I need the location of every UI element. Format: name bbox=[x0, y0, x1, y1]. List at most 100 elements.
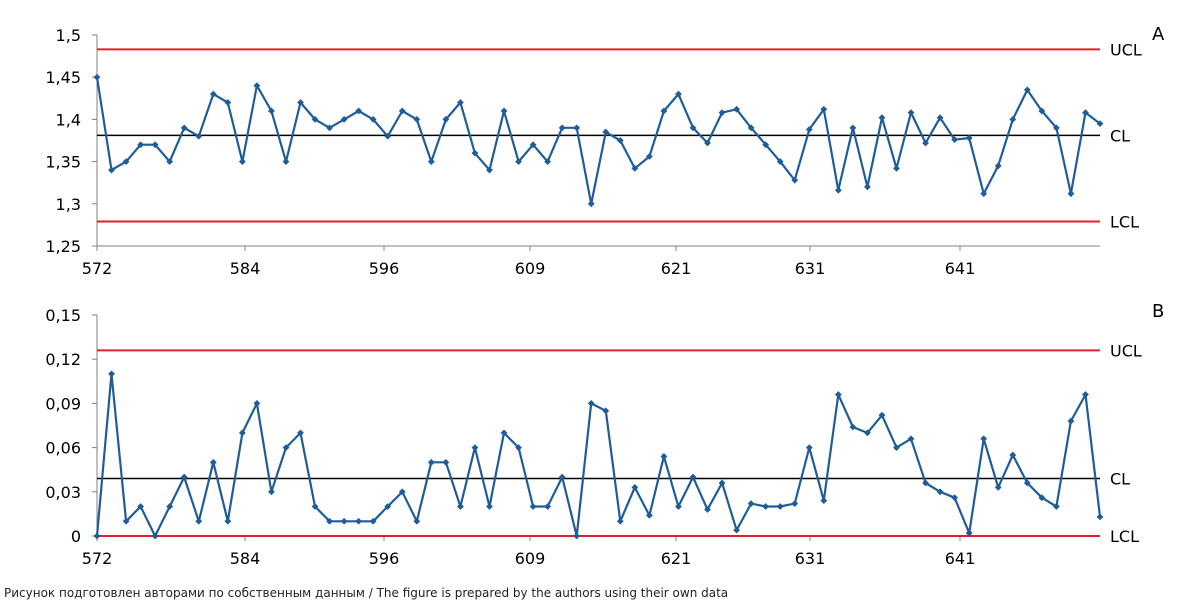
data-point bbox=[180, 473, 188, 481]
data-point bbox=[907, 435, 915, 443]
control-charts: 1,25 1,3 1,35 1,4 1,45 1,5 572 584 596 609 621 631 6… bbox=[45, 24, 1165, 568]
data-point bbox=[471, 444, 479, 451]
data-point bbox=[1038, 107, 1046, 115]
data-point bbox=[398, 488, 406, 496]
data-point bbox=[864, 429, 871, 437]
x-tick-label: 641 bbox=[945, 259, 976, 278]
data-point bbox=[936, 488, 944, 496]
y-tick-label: 0,15 bbox=[45, 306, 81, 325]
data-point bbox=[893, 444, 900, 451]
data-point bbox=[122, 517, 130, 525]
data-point bbox=[326, 517, 333, 525]
data-point bbox=[529, 141, 537, 149]
y-tick-label: 1,45 bbox=[45, 68, 81, 87]
data-point bbox=[660, 453, 668, 460]
data-point bbox=[195, 517, 203, 525]
x-tick-label: 572 bbox=[82, 549, 113, 568]
data-point bbox=[718, 109, 726, 117]
x-tick-label: 596 bbox=[369, 549, 400, 568]
data-point bbox=[834, 186, 842, 194]
data-point bbox=[587, 400, 595, 407]
data-point bbox=[413, 517, 421, 525]
data-point bbox=[776, 158, 784, 165]
x-tick-label: 641 bbox=[945, 549, 976, 568]
data-point bbox=[704, 506, 711, 513]
data-point bbox=[355, 107, 363, 115]
panel-letter: A bbox=[1152, 24, 1165, 45]
y-tick-label: 0 bbox=[71, 527, 81, 546]
data-point bbox=[282, 444, 290, 451]
data-point bbox=[515, 158, 522, 165]
data-point bbox=[529, 503, 537, 510]
data-point bbox=[980, 435, 988, 443]
data-point bbox=[747, 500, 755, 507]
data-point bbox=[93, 73, 101, 81]
control-label-ucl: UCL bbox=[1110, 40, 1142, 59]
data-point bbox=[689, 473, 697, 481]
control-label-cl: CL bbox=[1110, 470, 1130, 489]
x-tick-label: 584 bbox=[230, 549, 261, 568]
data-point bbox=[457, 503, 464, 510]
data-point bbox=[238, 158, 246, 165]
x-tick-label: 596 bbox=[369, 259, 400, 278]
data-point bbox=[515, 444, 522, 451]
data-point bbox=[151, 141, 159, 149]
data-point bbox=[834, 391, 842, 398]
data-point bbox=[616, 517, 624, 525]
x-tick-label: 631 bbox=[795, 549, 826, 568]
data-point bbox=[951, 136, 959, 144]
data-point bbox=[558, 124, 566, 132]
data-point bbox=[355, 517, 363, 525]
data-point bbox=[282, 158, 290, 165]
data-point bbox=[340, 517, 348, 525]
data-point bbox=[675, 90, 682, 98]
data-point bbox=[1009, 451, 1017, 459]
data-point bbox=[486, 166, 493, 174]
data-point bbox=[180, 124, 188, 132]
series-line bbox=[95, 77, 1101, 205]
data-point bbox=[166, 503, 174, 510]
chart-panel-b: 0 0,03 0,06 0,09 0,12 0,15 572 584 596 609 621 631 6… bbox=[45, 301, 1164, 568]
data-point bbox=[922, 139, 929, 147]
data-point bbox=[209, 90, 217, 98]
data-point bbox=[1096, 120, 1104, 128]
data-point bbox=[471, 149, 479, 157]
data-point bbox=[427, 158, 435, 165]
data-point bbox=[1023, 479, 1031, 487]
data-point bbox=[602, 407, 610, 415]
data-point bbox=[311, 503, 319, 510]
data-point bbox=[151, 532, 159, 540]
data-point bbox=[1038, 494, 1046, 502]
data-point bbox=[645, 511, 653, 519]
data-point bbox=[311, 116, 319, 123]
data-point bbox=[108, 166, 115, 174]
data-point bbox=[209, 458, 217, 466]
data-point bbox=[442, 116, 450, 123]
data-point bbox=[965, 134, 973, 142]
data-point bbox=[980, 190, 988, 198]
data-point bbox=[820, 105, 828, 113]
y-tick-label: 0,06 bbox=[45, 439, 81, 458]
x-tick-label: 621 bbox=[661, 259, 692, 278]
data-point bbox=[253, 82, 261, 90]
series-line bbox=[95, 372, 1102, 538]
data-point bbox=[108, 370, 115, 378]
data-point bbox=[922, 479, 929, 487]
y-tick-label: 0,12 bbox=[45, 350, 81, 369]
data-point bbox=[965, 529, 973, 537]
data-point bbox=[907, 109, 915, 117]
control-label-ucl: UCL bbox=[1110, 341, 1142, 360]
data-point bbox=[224, 517, 232, 525]
figure-caption: Рисунок подготовлен авторами по собствен… bbox=[4, 586, 729, 600]
control-label-cl: CL bbox=[1110, 126, 1130, 145]
data-point bbox=[616, 137, 624, 144]
data-point bbox=[718, 479, 726, 487]
data-point bbox=[413, 116, 421, 123]
data-point bbox=[733, 526, 740, 534]
data-point bbox=[122, 158, 130, 165]
data-point bbox=[384, 503, 392, 510]
data-point bbox=[1082, 109, 1089, 117]
data-point bbox=[457, 99, 464, 106]
data-point bbox=[689, 124, 697, 132]
y-tick-label: 1,5 bbox=[56, 26, 81, 45]
